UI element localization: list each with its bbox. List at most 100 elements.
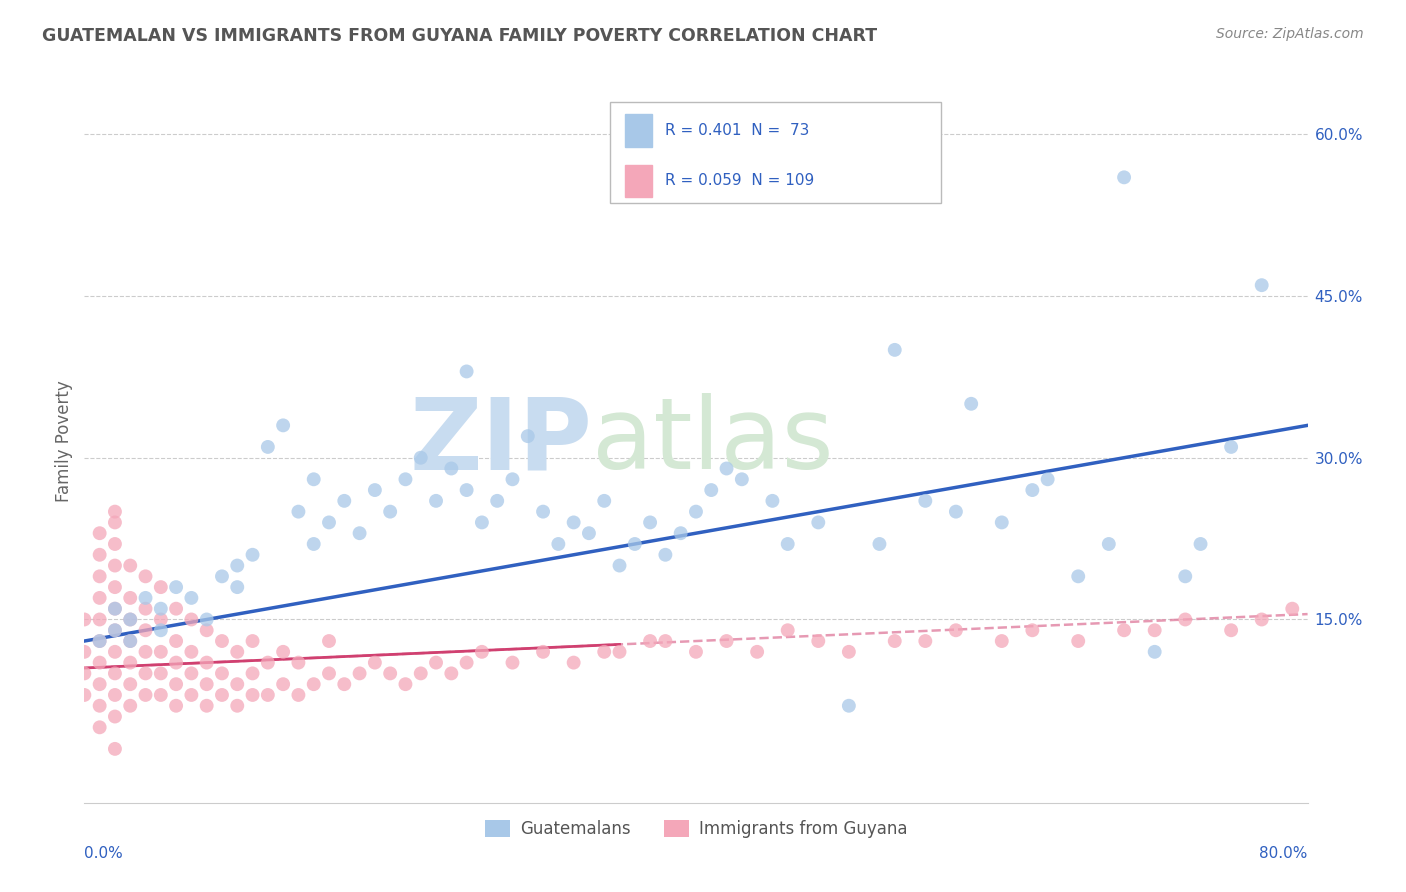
Guatemalans — [364, 483, 387, 497]
Immigrants from Guyana — [838, 645, 860, 659]
Guatemalans — [731, 472, 754, 486]
Text: ZIP: ZIP — [409, 393, 592, 490]
Immigrants from Guyana — [73, 666, 96, 681]
Immigrants from Guyana — [716, 634, 738, 648]
Guatemalans — [471, 516, 494, 530]
Immigrants from Guyana — [380, 666, 402, 681]
Immigrants from Guyana — [409, 666, 432, 681]
Guatemalans — [165, 580, 187, 594]
Immigrants from Guyana — [226, 698, 249, 713]
Guatemalans — [271, 418, 294, 433]
Guatemalans — [654, 548, 676, 562]
Immigrants from Guyana — [149, 580, 172, 594]
Guatemalans — [716, 461, 738, 475]
Guatemalans — [547, 537, 569, 551]
Immigrants from Guyana — [242, 688, 264, 702]
Immigrants from Guyana — [89, 548, 111, 562]
Immigrants from Guyana — [226, 645, 249, 659]
Immigrants from Guyana — [104, 601, 127, 615]
Bar — [626, 114, 652, 146]
Immigrants from Guyana — [104, 645, 127, 659]
Immigrants from Guyana — [120, 612, 142, 626]
Immigrants from Guyana — [89, 634, 111, 648]
Guatemalans — [685, 505, 707, 519]
Guatemalans — [135, 591, 157, 605]
Immigrants from Guyana — [991, 634, 1014, 648]
Guatemalans — [287, 505, 309, 519]
Guatemalans — [502, 472, 524, 486]
Immigrants from Guyana — [104, 666, 127, 681]
Immigrants from Guyana — [165, 698, 187, 713]
Immigrants from Guyana — [654, 634, 676, 648]
Immigrants from Guyana — [364, 656, 387, 670]
Immigrants from Guyana — [807, 634, 830, 648]
Immigrants from Guyana — [89, 677, 111, 691]
Guatemalans — [624, 537, 647, 551]
Guatemalans — [531, 505, 554, 519]
Guatemalans — [104, 601, 127, 615]
Immigrants from Guyana — [73, 645, 96, 659]
Guatemalans — [807, 516, 830, 530]
Guatemalans — [302, 537, 325, 551]
Guatemalans — [104, 624, 127, 638]
Immigrants from Guyana — [135, 601, 157, 615]
Guatemalans — [1021, 483, 1043, 497]
Immigrants from Guyana — [271, 677, 294, 691]
Immigrants from Guyana — [104, 580, 127, 594]
Immigrants from Guyana — [471, 645, 494, 659]
Immigrants from Guyana — [1250, 612, 1272, 626]
Immigrants from Guyana — [638, 634, 661, 648]
Immigrants from Guyana — [89, 526, 111, 541]
Immigrants from Guyana — [165, 677, 187, 691]
Y-axis label: Family Poverty: Family Poverty — [55, 381, 73, 502]
Immigrants from Guyana — [104, 688, 127, 702]
Immigrants from Guyana — [149, 612, 172, 626]
Guatemalans — [349, 526, 371, 541]
Immigrants from Guyana — [257, 656, 280, 670]
Immigrants from Guyana — [149, 688, 172, 702]
Immigrants from Guyana — [104, 709, 127, 723]
Immigrants from Guyana — [502, 656, 524, 670]
Immigrants from Guyana — [945, 624, 967, 638]
Immigrants from Guyana — [425, 656, 447, 670]
Immigrants from Guyana — [318, 666, 340, 681]
Immigrants from Guyana — [180, 666, 202, 681]
Immigrants from Guyana — [456, 656, 478, 670]
Guatemalans — [120, 612, 142, 626]
Guatemalans — [761, 493, 783, 508]
Guatemalans — [211, 569, 233, 583]
Guatemalans — [960, 397, 983, 411]
Immigrants from Guyana — [1021, 624, 1043, 638]
Immigrants from Guyana — [104, 505, 127, 519]
Guatemalans — [578, 526, 600, 541]
Immigrants from Guyana — [89, 698, 111, 713]
Guatemalans — [609, 558, 631, 573]
Guatemalans — [1250, 278, 1272, 293]
Immigrants from Guyana — [135, 666, 157, 681]
Immigrants from Guyana — [242, 634, 264, 648]
Immigrants from Guyana — [165, 601, 187, 615]
Immigrants from Guyana — [349, 666, 371, 681]
Immigrants from Guyana — [1174, 612, 1197, 626]
Text: R = 0.401  N =  73: R = 0.401 N = 73 — [665, 123, 810, 137]
Immigrants from Guyana — [180, 688, 202, 702]
Guatemalans — [302, 472, 325, 486]
Immigrants from Guyana — [135, 688, 157, 702]
Immigrants from Guyana — [333, 677, 356, 691]
Guatemalans — [440, 461, 463, 475]
Text: 0.0%: 0.0% — [84, 846, 124, 861]
Guatemalans — [242, 548, 264, 562]
Guatemalans — [486, 493, 509, 508]
Guatemalans — [1220, 440, 1243, 454]
Immigrants from Guyana — [120, 591, 142, 605]
Text: R = 0.059  N = 109: R = 0.059 N = 109 — [665, 173, 814, 188]
Immigrants from Guyana — [776, 624, 799, 638]
Guatemalans — [1036, 472, 1059, 486]
Guatemalans — [89, 634, 111, 648]
Immigrants from Guyana — [1220, 624, 1243, 638]
Immigrants from Guyana — [104, 624, 127, 638]
Guatemalans — [180, 591, 202, 605]
Immigrants from Guyana — [1067, 634, 1090, 648]
Immigrants from Guyana — [226, 677, 249, 691]
Immigrants from Guyana — [89, 656, 111, 670]
